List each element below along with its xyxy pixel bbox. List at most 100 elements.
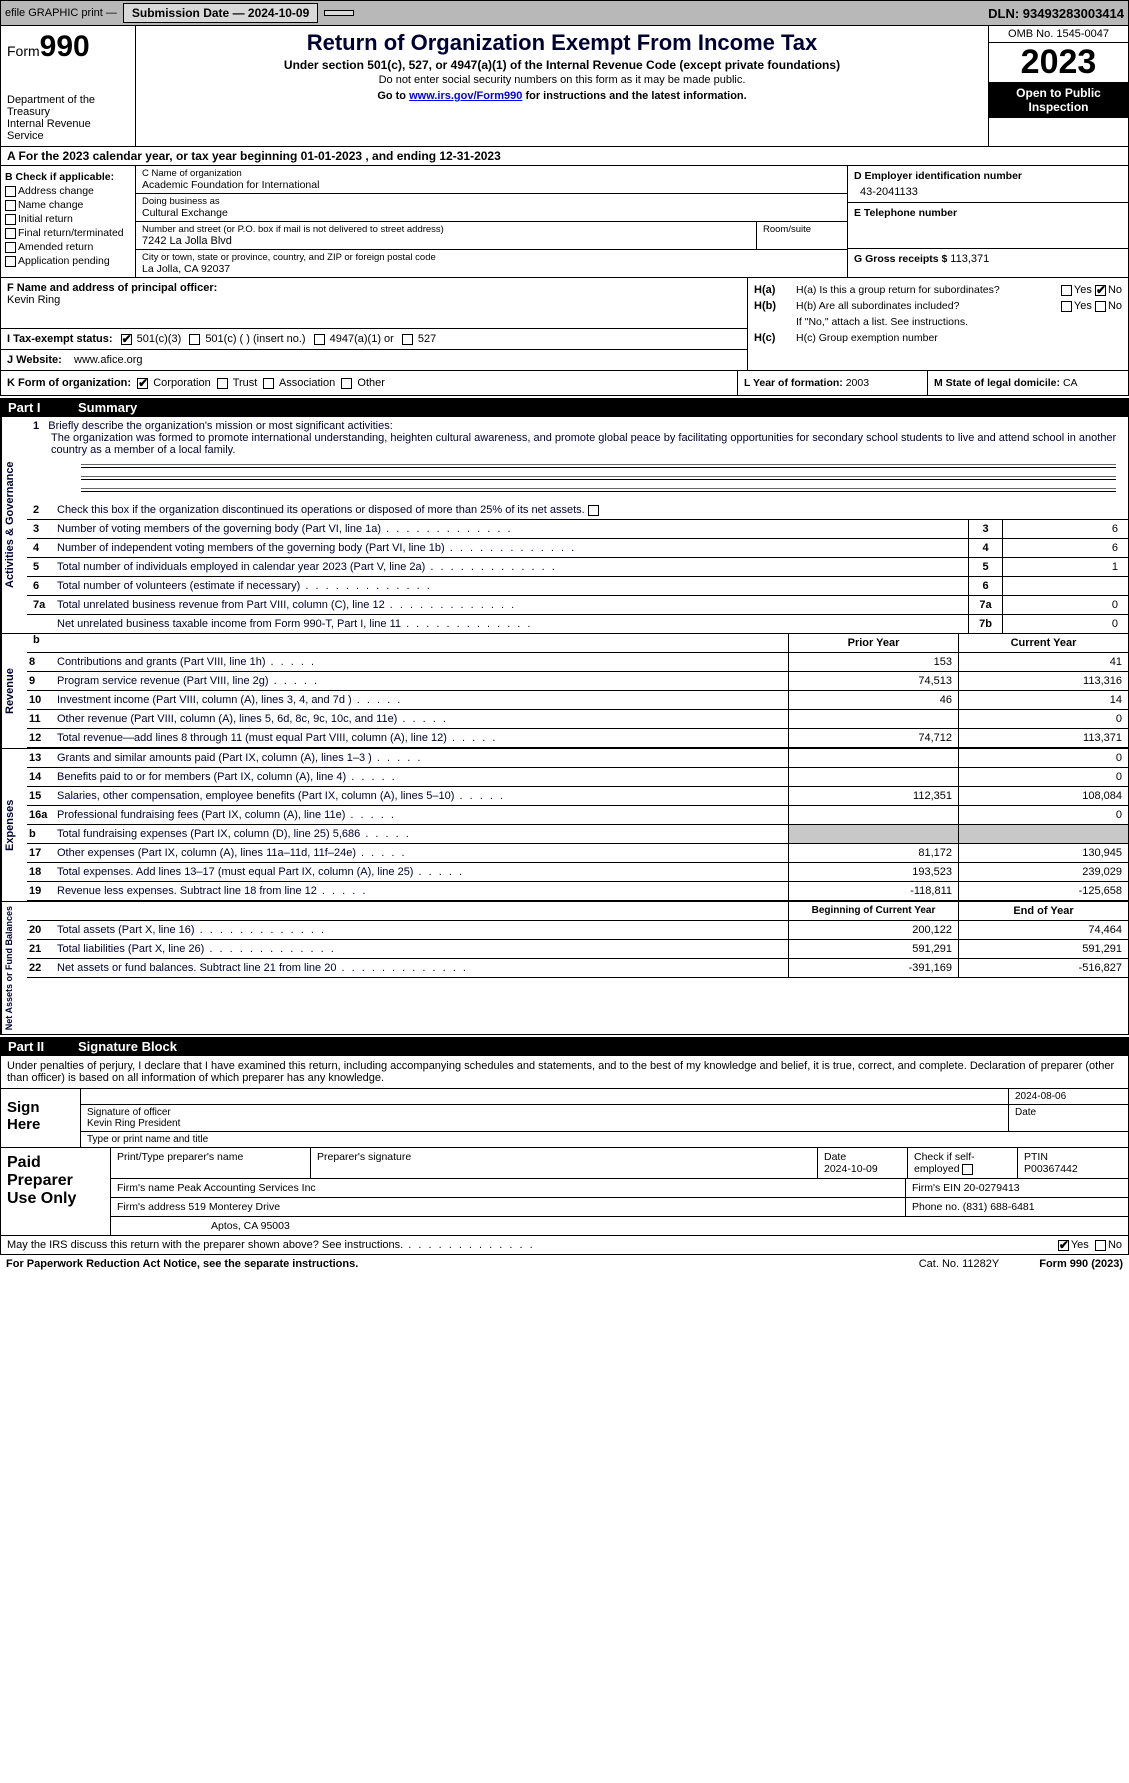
table-row: 14Benefits paid to or for members (Part … — [27, 768, 1128, 787]
chk-4947[interactable]: 4947(a)(1) or — [314, 333, 394, 345]
hb-yes[interactable]: Yes — [1061, 300, 1092, 312]
form-warning: Do not enter social security numbers on … — [146, 74, 978, 86]
box-i: I Tax-exempt status: 501(c)(3) 501(c) ( … — [1, 329, 747, 349]
chk-corp[interactable]: Corporation — [137, 377, 211, 389]
blank-btn[interactable] — [324, 10, 354, 16]
dln-label: DLN: 93493283003414 — [988, 6, 1124, 21]
goto-line: Go to www.irs.gov/Form990 for instructio… — [146, 90, 978, 102]
header-middle: Return of Organization Exempt From Incom… — [136, 26, 988, 146]
side-net: Net Assets or Fund Balances — [1, 902, 27, 1034]
ha-yes[interactable]: Yes — [1061, 284, 1092, 296]
org-name: Academic Foundation for International — [142, 179, 841, 191]
discuss-yes[interactable]: Yes — [1058, 1239, 1089, 1251]
table-row: 13Grants and similar amounts paid (Part … — [27, 749, 1128, 768]
header-left: Form990 Department of the Treasury Inter… — [1, 26, 136, 146]
chk-amended[interactable]: Amended return — [5, 240, 131, 254]
irs-label: Internal Revenue Service — [7, 118, 129, 142]
chk-name[interactable]: Name change — [5, 198, 131, 212]
footer: For Paperwork Reduction Act Notice, see … — [0, 1255, 1129, 1273]
hb-no[interactable]: No — [1095, 300, 1122, 312]
v6 — [1002, 577, 1122, 595]
chk-discontinued[interactable] — [588, 505, 599, 516]
block-k-l-m: K Form of organization: Corporation Trus… — [0, 371, 1129, 396]
mission-text: The organization was formed to promote i… — [33, 432, 1122, 456]
chk-501c3[interactable]: 501(c)(3) — [121, 333, 182, 345]
sign-here-block: Sign Here 2024-08-06 Signature of office… — [0, 1089, 1129, 1148]
officer-name: Kevin Ring — [7, 294, 60, 306]
box-l: L Year of formation: 2003 — [738, 371, 928, 395]
side-revenue: Revenue — [1, 634, 27, 748]
table-row: 18Total expenses. Add lines 13–17 (must … — [27, 863, 1128, 882]
net-assets-section: Net Assets or Fund Balances Beginning of… — [0, 902, 1129, 1035]
form-subtitle: Under section 501(c), 527, or 4947(a)(1)… — [146, 58, 978, 72]
block-f-i-j: F Name and address of principal officer:… — [1, 278, 748, 370]
table-row: 17Other expenses (Part IX, column (A), l… — [27, 844, 1128, 863]
chk-assoc[interactable]: Association — [263, 377, 335, 389]
side-governance: Activities & Governance — [1, 417, 27, 633]
block-f-h: F Name and address of principal officer:… — [0, 278, 1129, 371]
box-m: M State of legal domicile: CA — [928, 371, 1128, 395]
chk-self-employed[interactable] — [962, 1164, 973, 1175]
form-header: Form990 Department of the Treasury Inter… — [0, 26, 1129, 147]
table-row: 11Other revenue (Part VIII, column (A), … — [27, 710, 1128, 729]
submission-date-btn[interactable]: Submission Date — 2024-10-09 — [123, 3, 318, 23]
side-expenses: Expenses — [1, 749, 27, 901]
line-a: A For the 2023 calendar year, or tax yea… — [0, 147, 1129, 166]
form-number: Form990 — [7, 30, 129, 64]
v5: 1 — [1002, 558, 1122, 576]
table-row: 20Total assets (Part X, line 16)200,1227… — [27, 921, 1128, 940]
efile-label: efile GRAPHIC print — — [5, 7, 117, 19]
v3: 6 — [1002, 520, 1122, 538]
table-row: 12Total revenue—add lines 8 through 11 (… — [27, 729, 1128, 748]
box-c: C Name of organization Academic Foundati… — [136, 166, 848, 277]
chk-initial[interactable]: Initial return — [5, 212, 131, 226]
part-1-header: Part I Summary — [0, 398, 1129, 417]
ha-no[interactable]: No — [1095, 284, 1122, 296]
table-row: 10Investment income (Part VIII, column (… — [27, 691, 1128, 710]
box-d-e-g: D Employer identification number 43-2041… — [848, 166, 1128, 277]
form-title: Return of Organization Exempt From Incom… — [146, 30, 978, 56]
open-public-label: Open to Public Inspection — [989, 82, 1128, 118]
dept-label: Department of the Treasury — [7, 94, 129, 118]
block-b-to-g: B Check if applicable: Address change Na… — [0, 166, 1129, 278]
chk-other[interactable]: Other — [341, 377, 385, 389]
revenue-section: Revenue bPrior YearCurrent Year 8Contrib… — [0, 634, 1129, 749]
website: www.afice.org — [74, 354, 142, 366]
box-h: H(a) H(a) Is this a group return for sub… — [748, 278, 1128, 370]
table-row: 16aProfessional fundraising fees (Part I… — [27, 806, 1128, 825]
table-row: 19Revenue less expenses. Subtract line 1… — [27, 882, 1128, 901]
dba: Cultural Exchange — [142, 207, 841, 219]
header-right: OMB No. 1545-0047 2023 Open to Public In… — [988, 26, 1128, 146]
v4: 6 — [1002, 539, 1122, 557]
table-row: bTotal fundraising expenses (Part IX, co… — [27, 825, 1128, 844]
paid-preparer-block: Paid Preparer Use Only Print/Type prepar… — [0, 1148, 1129, 1236]
v7b: 0 — [1002, 615, 1122, 633]
discuss-row: May the IRS discuss this return with the… — [0, 1236, 1129, 1255]
box-k: K Form of organization: Corporation Trus… — [1, 371, 738, 395]
irs-link[interactable]: www.irs.gov/Form990 — [409, 90, 522, 102]
table-row: 21Total liabilities (Part X, line 26)591… — [27, 940, 1128, 959]
chk-trust[interactable]: Trust — [217, 377, 258, 389]
top-bar: efile GRAPHIC print — Submission Date — … — [0, 0, 1129, 26]
chk-address[interactable]: Address change — [5, 184, 131, 198]
expenses-section: Expenses 13Grants and similar amounts pa… — [0, 749, 1129, 902]
table-row: 8Contributions and grants (Part VIII, li… — [27, 653, 1128, 672]
ein: 43-2041133 — [854, 182, 1122, 198]
gross-receipts: 113,371 — [950, 253, 989, 265]
mission-block: 1 Briefly describe the organization's mi… — [27, 417, 1128, 501]
v7a: 0 — [1002, 596, 1122, 614]
street: 7242 La Jolla Blvd — [142, 235, 750, 247]
signature-declaration: Under penalties of perjury, I declare th… — [0, 1056, 1129, 1089]
chk-501c[interactable]: 501(c) ( ) (insert no.) — [189, 333, 305, 345]
omb-number: OMB No. 1545-0047 — [989, 26, 1128, 43]
chk-final[interactable]: Final return/terminated — [5, 226, 131, 240]
box-b: B Check if applicable: Address change Na… — [1, 166, 136, 277]
table-row: 15Salaries, other compensation, employee… — [27, 787, 1128, 806]
part-2-header: Part II Signature Block — [0, 1037, 1129, 1056]
chk-pending[interactable]: Application pending — [5, 254, 131, 268]
table-row: 22Net assets or fund balances. Subtract … — [27, 959, 1128, 978]
box-j: J Website: www.afice.org — [1, 349, 747, 370]
discuss-no[interactable]: No — [1095, 1239, 1122, 1251]
chk-527[interactable]: 527 — [402, 333, 436, 345]
box-f: F Name and address of principal officer:… — [1, 278, 747, 329]
